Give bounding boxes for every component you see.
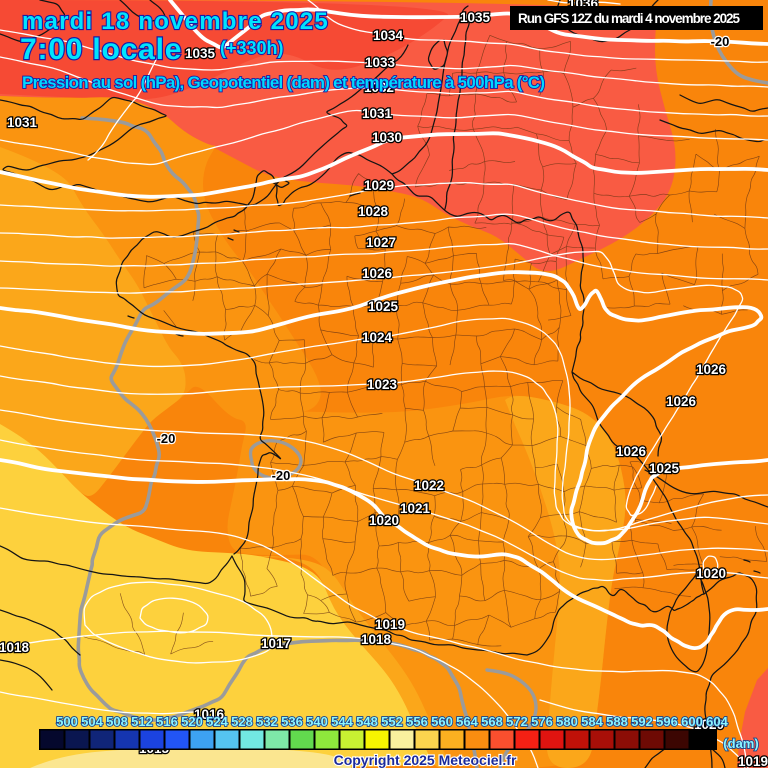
svg-text:1018: 1018: [361, 632, 392, 647]
svg-text:548: 548: [356, 714, 378, 729]
svg-text:-20: -20: [157, 431, 176, 446]
svg-text:592: 592: [631, 714, 653, 729]
svg-text:1028: 1028: [358, 204, 389, 219]
svg-text:1024: 1024: [362, 330, 393, 345]
svg-text:600: 600: [681, 714, 703, 729]
svg-text:528: 528: [231, 714, 253, 729]
svg-text:1019: 1019: [375, 617, 405, 632]
svg-text:524: 524: [206, 714, 228, 729]
svg-text:1016: 1016: [194, 707, 225, 722]
svg-text:568: 568: [481, 714, 503, 729]
svg-text:1020: 1020: [694, 717, 724, 732]
svg-text:1034: 1034: [373, 28, 404, 43]
svg-text:520: 520: [181, 714, 203, 729]
svg-text:588: 588: [606, 714, 628, 729]
svg-text:mardi 18 novembre 2025: mardi 18 novembre 2025: [22, 8, 328, 35]
svg-text:1019: 1019: [738, 754, 768, 768]
svg-text:Copyright 2025 Meteociel.fr: Copyright 2025 Meteociel.fr: [334, 752, 517, 768]
svg-text:1025: 1025: [649, 461, 680, 476]
svg-text:(dam): (dam): [723, 736, 758, 751]
svg-text:1022: 1022: [414, 478, 444, 493]
svg-text:1026: 1026: [362, 266, 393, 281]
svg-text:1021: 1021: [400, 501, 431, 516]
svg-text:1029: 1029: [364, 178, 394, 193]
svg-text:580: 580: [556, 714, 578, 729]
svg-text:1032: 1032: [364, 80, 394, 95]
svg-text:1020: 1020: [369, 513, 399, 528]
svg-text:1018: 1018: [0, 640, 30, 655]
svg-text:508: 508: [106, 714, 128, 729]
svg-text:1033: 1033: [365, 55, 396, 70]
svg-text:1026: 1026: [696, 362, 727, 377]
svg-text:1031: 1031: [362, 106, 393, 121]
svg-text:576: 576: [531, 714, 553, 729]
svg-text:512: 512: [131, 714, 153, 729]
svg-text:1023: 1023: [367, 377, 398, 392]
svg-text:Run GFS 12Z du mardi 4 novembr: Run GFS 12Z du mardi 4 novembre 2025: [518, 11, 740, 26]
svg-text:-20: -20: [272, 468, 291, 483]
svg-text:516: 516: [156, 714, 178, 729]
svg-text:1035: 1035: [185, 46, 216, 61]
svg-text:540: 540: [306, 714, 328, 729]
svg-text:552: 552: [381, 714, 403, 729]
svg-text:1026: 1026: [666, 394, 697, 409]
svg-text:(+330h): (+330h): [220, 38, 284, 58]
svg-text:504: 504: [81, 714, 103, 729]
svg-text:-20: -20: [711, 34, 730, 49]
svg-text:1017: 1017: [261, 636, 291, 651]
svg-text:532: 532: [256, 714, 278, 729]
svg-text:1020: 1020: [696, 566, 726, 581]
svg-text:556: 556: [406, 714, 428, 729]
svg-text:572: 572: [506, 714, 528, 729]
svg-text:1027: 1027: [366, 235, 396, 250]
svg-text:500: 500: [56, 714, 78, 729]
svg-text:1026: 1026: [616, 444, 647, 459]
svg-text:Pression au sol (hPa), Geopote: Pression au sol (hPa), Geopotentiel (dam…: [22, 73, 545, 92]
svg-text:560: 560: [431, 714, 453, 729]
svg-text:584: 584: [581, 714, 603, 729]
svg-text:596: 596: [656, 714, 678, 729]
svg-text:604: 604: [706, 714, 728, 729]
svg-text:1030: 1030: [372, 130, 402, 145]
svg-text:1025: 1025: [368, 299, 399, 314]
svg-text:7:00 locale: 7:00 locale: [20, 33, 182, 66]
svg-text:544: 544: [331, 714, 353, 729]
svg-text:1031: 1031: [7, 115, 38, 130]
svg-text:536: 536: [281, 714, 303, 729]
svg-text:564: 564: [456, 714, 478, 729]
svg-text:1035: 1035: [460, 10, 491, 25]
